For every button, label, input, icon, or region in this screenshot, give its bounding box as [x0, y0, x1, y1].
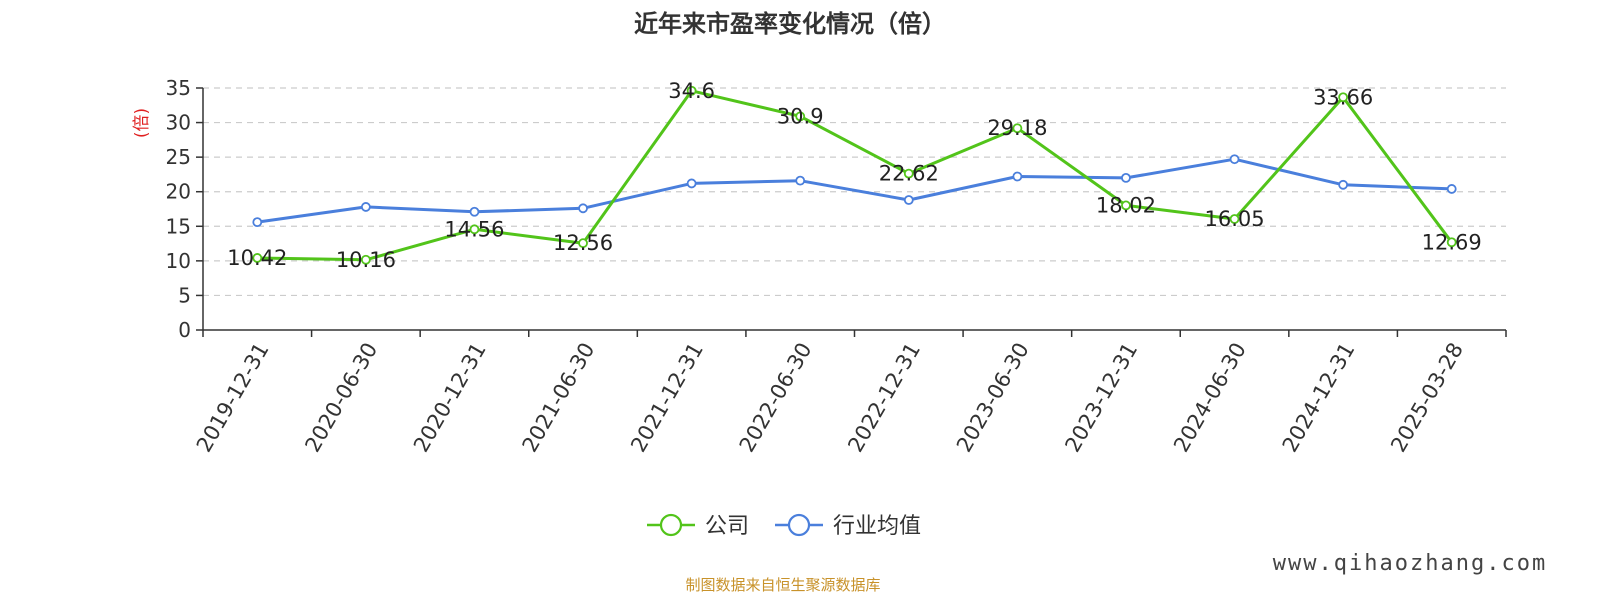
data-label: 16.05 — [1204, 207, 1264, 231]
data-point — [903, 168, 914, 179]
y-tick-label: 5 — [178, 283, 191, 307]
x-tick-label: 2024-12-31 — [1278, 339, 1360, 457]
data-point — [1121, 200, 1131, 211]
data-point — [1446, 237, 1457, 248]
y-tick-label: 35 — [166, 76, 191, 100]
data-label: 14.56 — [444, 217, 504, 241]
data-point — [1012, 171, 1023, 182]
legend-label: 行业均值 — [833, 514, 921, 539]
legend-marker — [659, 513, 683, 537]
data-point — [578, 203, 588, 214]
x-tick-label: 2020-12-31 — [409, 339, 491, 457]
data-point — [1012, 123, 1023, 134]
series-line — [257, 157, 1452, 224]
data-point — [360, 202, 371, 212]
data-point — [795, 111, 806, 122]
legend: 公司 行业均值 — [647, 513, 921, 539]
x-tick-label: 2024-06-30 — [1169, 339, 1251, 457]
data-label: 12.56 — [553, 231, 613, 255]
y-tick-label: 0 — [178, 318, 191, 342]
series-line — [257, 89, 1453, 262]
series-group — [252, 85, 1457, 265]
legend-marker — [787, 513, 811, 537]
data-label: 30.9 — [777, 104, 824, 128]
chart-title: 近年来市盈率变化情况（倍） — [634, 10, 946, 38]
data-point — [795, 175, 806, 186]
data-label: 12.69 — [1422, 230, 1482, 254]
x-tick-label: 2020-06-30 — [300, 339, 382, 457]
data-point — [1229, 214, 1240, 224]
data-point — [1338, 179, 1349, 190]
data-point — [686, 178, 697, 189]
y-tick-label: 25 — [166, 145, 191, 169]
data-point — [1446, 184, 1457, 194]
x-tick-label: 2023-06-30 — [952, 339, 1034, 457]
y-tick-label: 20 — [166, 180, 191, 204]
x-tick-label: 2022-12-31 — [843, 339, 925, 457]
x-tick-label: 2022-06-30 — [735, 339, 817, 457]
data-labels: 10.42 10.16 14.56 12.56 34.6 30.9 22.62 29.18 18… — [227, 79, 1482, 272]
data-label: 10.42 — [227, 246, 287, 270]
data-label: 22.62 — [879, 162, 939, 186]
x-tick-label: 2023-12-31 — [1060, 339, 1142, 457]
y-tick-label: 30 — [166, 111, 191, 135]
x-tick-label: 2025-03-28 — [1386, 339, 1468, 457]
y-axis-label: (倍) — [132, 108, 152, 138]
data-point — [578, 238, 588, 249]
data-point — [1121, 172, 1131, 183]
data-label: 10.16 — [336, 248, 396, 272]
legend-label: 公司 — [705, 514, 749, 539]
y-tick-label: 15 — [166, 214, 191, 238]
data-label: 34.6 — [668, 79, 715, 103]
data-point — [469, 206, 480, 217]
data-point — [686, 85, 697, 96]
x-tick-label: 2021-12-31 — [626, 339, 708, 457]
data-label: 33.66 — [1313, 85, 1373, 109]
data-point — [252, 253, 263, 263]
data-point — [252, 217, 263, 228]
data-point — [469, 224, 480, 235]
y-tick-label: 10 — [166, 249, 191, 273]
data-label: 18.02 — [1096, 193, 1156, 217]
data-point — [903, 195, 914, 205]
x-tick-label: 2019-12-31 — [192, 339, 274, 457]
source-note: 制图数据来自恒生聚源数据库 — [685, 576, 880, 594]
data-point — [1338, 92, 1349, 103]
data-point — [360, 254, 371, 265]
data-label: 29.18 — [987, 116, 1047, 140]
data-point — [1229, 154, 1240, 165]
x-tick-label: 2021-06-30 — [518, 339, 600, 457]
watermark: www.qihaozhang.com — [1273, 551, 1547, 576]
